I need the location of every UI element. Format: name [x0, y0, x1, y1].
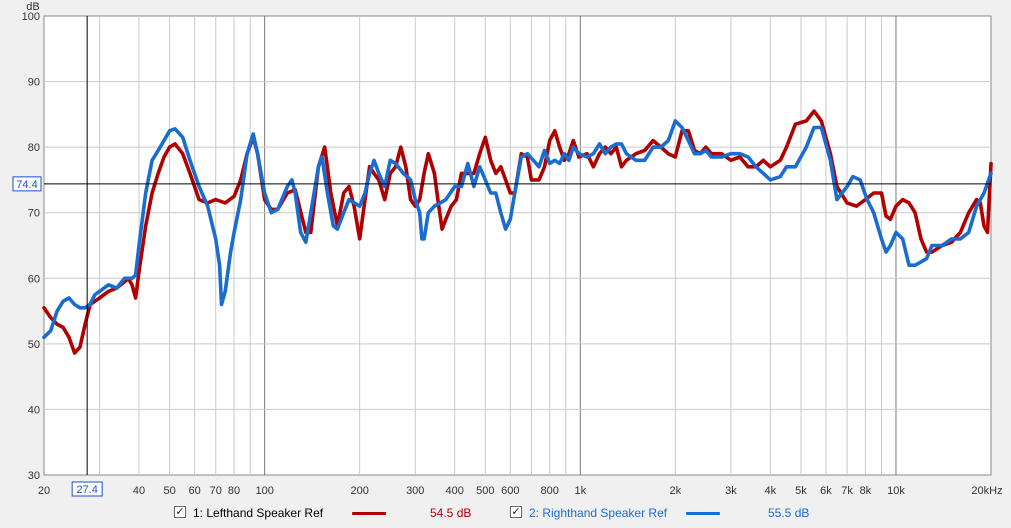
x-tick-label: 40 [133, 485, 145, 497]
y-tick-label: 90 [28, 77, 40, 89]
x-tick-label: 60 [188, 485, 200, 497]
x-tick-label: 80 [228, 485, 240, 497]
series-line-2 [42, 119, 993, 340]
x-tick-label: 500 [476, 485, 494, 497]
series-2-swatch [686, 512, 720, 515]
x-tick-label: 1k [574, 485, 586, 497]
cursor[interactable]: 74.4 27.4 [12, 16, 991, 497]
y-tick-label: 70 [28, 208, 40, 220]
x-tick-label: 7k [841, 485, 853, 497]
y-tick-label: 50 [28, 339, 40, 351]
x-tick-label: 800 [541, 485, 559, 497]
x-tick-label: 300 [406, 485, 424, 497]
x-axis-ticks: 20 40 50 60 70 80 100 200 300 400 500 600 800 1k 2k 3k 4… [38, 485, 1003, 497]
plot-area [43, 15, 992, 476]
cursor-x-label: 27.4 [76, 484, 97, 496]
y-tick-label: 60 [28, 273, 40, 285]
y-axis-label: dB [26, 1, 39, 13]
x-tick-label: 2k [670, 485, 682, 497]
series-line-1 [42, 109, 993, 355]
series-layer [42, 109, 993, 355]
cursor-y-label: 74.4 [16, 179, 37, 191]
series-1-checkbox[interactable]: ✓ [174, 505, 186, 518]
cursor-x-box [71, 481, 103, 497]
cursor-y-box [12, 176, 42, 192]
x-tick-label: 4k [765, 485, 777, 497]
series-2-name: 2: Righthand Speaker Ref [529, 506, 668, 520]
x-tick-label: 8k [860, 485, 872, 497]
x-tick-label: 5k [795, 485, 807, 497]
x-tick-label: 3k [725, 485, 737, 497]
x-tick-label: 10k [887, 485, 905, 497]
y-tick-label: 80 [28, 142, 40, 154]
series-2-value: 55.5 dB [768, 506, 810, 520]
y-tick-label: 100 [22, 11, 40, 23]
frequency-response-chart: dB 74.4 27.4 30 40 50 60 70 80 90 100 20 40 50 60 70… [12, 1, 1003, 497]
series-1-swatch [352, 512, 386, 515]
legend: ✓ 1: Lefthand Speaker Ref 54.5 dB ✓ 2: R… [0, 503, 1011, 525]
y-axis-ticks: 30 40 50 60 70 80 90 100 [22, 11, 40, 482]
x-tick-label: 6k [820, 485, 832, 497]
grid [44, 16, 991, 475]
x-tick-label: 600 [501, 485, 519, 497]
y-tick-label: 40 [28, 404, 40, 416]
x-tick-label: 70 [210, 485, 222, 497]
x-tick-label: 20kHz [971, 485, 1002, 497]
x-tick-label: 200 [350, 485, 368, 497]
x-tick-label: 400 [446, 485, 464, 497]
series-2-checkbox[interactable]: ✓ [510, 505, 522, 518]
series-1-name: 1: Lefthand Speaker Ref [193, 506, 324, 520]
x-tick-label: 20 [38, 485, 50, 497]
y-tick-label: 30 [28, 470, 40, 482]
x-tick-label: 50 [163, 485, 175, 497]
x-tick-label: 100 [255, 485, 273, 497]
series-1-value: 54.5 dB [430, 506, 472, 520]
